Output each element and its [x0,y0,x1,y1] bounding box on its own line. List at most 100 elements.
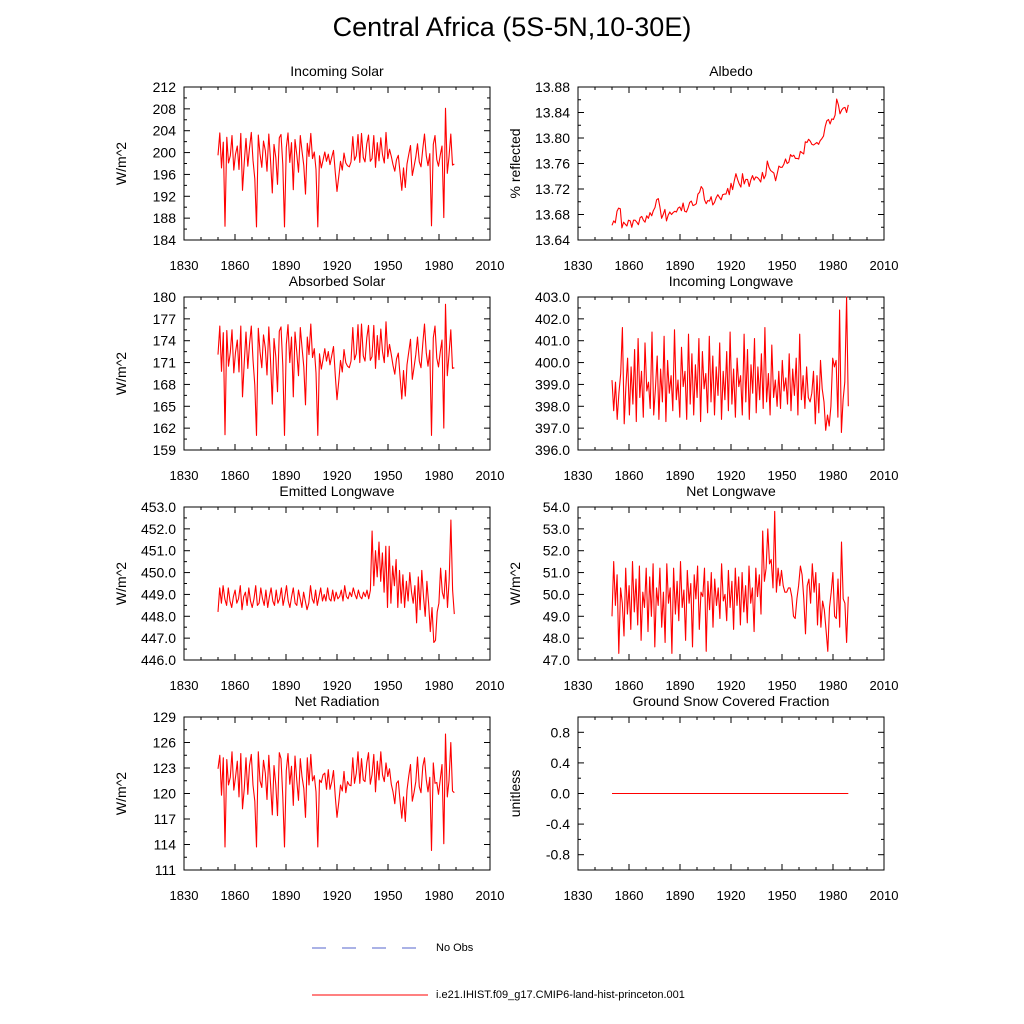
y-tick-label: 0.4 [551,755,571,771]
y-tick-label: 171 [153,355,177,371]
x-tick-label: 1950 [374,258,403,273]
y-tick-label: 453.0 [141,499,176,515]
y-tick-label: 208 [153,101,177,117]
y-tick-label: 123 [153,760,177,776]
y-tick-label: 447.0 [141,630,176,646]
y-tick-label: 111 [155,862,176,878]
chart-panel-1: Incoming Solar W/m^2 1830 1860 1890 1920 1950 1… [113,63,504,273]
panel-title: Emitted Longwave [279,483,394,499]
panel-title: Absorbed Solar [289,273,386,289]
x-tick-label: 1890 [272,888,301,903]
x-tick-label: 1890 [272,468,301,483]
x-tick-label: 1950 [374,678,403,693]
x-tick-label: 1830 [170,468,199,483]
y-tick-label: 196 [153,166,177,182]
y-tick-label: 47.0 [543,652,570,668]
y-tick-label: 53.0 [543,521,570,537]
x-tick-label: 2010 [476,468,505,483]
panel-title: Incoming Solar [290,63,384,79]
x-tick-label: 1860 [221,468,250,483]
x-tick-label: 1980 [819,678,848,693]
x-tick-label: 1920 [323,888,352,903]
x-tick-label: 1950 [768,258,797,273]
y-tick-label: 52.0 [543,543,570,559]
x-tick-label: 1980 [819,468,848,483]
x-tick-label: 1920 [323,678,352,693]
x-tick-label: 1890 [666,678,695,693]
y-tick-label: 192 [153,188,177,204]
x-tick-label: 1950 [768,888,797,903]
y-tick-label: 114 [154,837,177,853]
y-tick-label: -0.4 [546,816,570,832]
y-axis-label: W/m^2 [507,562,523,605]
y-tick-label: 162 [153,420,177,436]
x-tick-label: 2010 [476,888,505,903]
y-tick-label: 448.0 [141,608,176,624]
y-axis-label: W/m^2 [113,142,129,185]
x-tick-label: 1830 [564,468,593,483]
y-axis-label: W/m^2 [113,772,129,815]
y-tick-label: 48.0 [543,630,570,646]
x-tick-label: 1950 [374,468,403,483]
x-tick-label: 1860 [615,468,644,483]
y-tick-label: 13.68 [535,207,570,223]
y-tick-label: 159 [153,442,177,458]
y-tick-label: 174 [153,333,177,349]
x-tick-label: 1920 [717,468,746,483]
x-tick-label: 1920 [323,258,352,273]
panel-title: Albedo [709,63,753,79]
y-tick-label: 177 [153,311,177,327]
y-tick-label: 165 [153,398,177,414]
x-tick-label: 1980 [425,468,454,483]
y-tick-label: 13.80 [535,130,570,146]
x-tick-label: 1860 [221,258,250,273]
x-tick-label: 2010 [476,678,505,693]
panel-title: Incoming Longwave [669,273,794,289]
chart-panel-3: Absorbed Solar W/m^2 1830 1860 1890 1920 1950 1… [113,273,504,483]
x-tick-label: 1860 [615,888,644,903]
chart-panel-6: Net Longwave W/m^2 1830 1860 1890 1920 1950 198… [507,483,898,693]
y-tick-label: 13.88 [535,79,570,95]
panel-title: Net Radiation [295,693,380,709]
y-tick-label: 402.0 [535,311,570,327]
y-tick-label: 13.76 [535,156,570,172]
x-tick-label: 2010 [870,888,899,903]
x-tick-label: 1920 [717,258,746,273]
x-tick-label: 1830 [564,888,593,903]
x-tick-label: 1860 [221,678,250,693]
y-tick-label: -0.8 [546,847,570,863]
chart-panel-8: Ground Snow Covered Fraction unitless 1830… [507,693,898,903]
y-tick-label: 180 [153,289,177,305]
x-tick-label: 2010 [870,468,899,483]
x-tick-label: 1860 [615,678,644,693]
y-tick-label: 396.0 [535,442,570,458]
y-tick-label: 452.0 [141,521,176,537]
x-tick-label: 1950 [768,678,797,693]
y-tick-label: 13.64 [535,232,570,248]
x-tick-label: 1830 [170,888,199,903]
plot-frame [183,506,491,661]
x-tick-label: 1830 [564,258,593,273]
x-tick-label: 1980 [425,678,454,693]
x-tick-label: 1860 [615,258,644,273]
plot-frame [577,86,885,241]
series-line [611,98,849,229]
x-tick-label: 1890 [666,468,695,483]
x-tick-label: 1890 [272,678,301,693]
y-tick-label: 397.0 [535,420,570,436]
chart-panel-2: Albedo % reflected 1830 1860 1890 1920 1950 198… [507,63,898,273]
y-tick-label: 399.0 [535,376,570,392]
y-axis-label: W/m^2 [113,352,129,395]
x-tick-label: 1920 [717,678,746,693]
x-tick-label: 1950 [374,888,403,903]
series-line [217,733,455,852]
y-tick-label: 398.0 [535,398,570,414]
series-line [217,519,455,644]
x-tick-label: 1890 [272,258,301,273]
y-tick-label: 13.84 [535,105,570,121]
y-tick-label: 120 [153,786,177,802]
page-title: Central Africa (5S-5N,10-30E) [332,12,692,42]
x-tick-label: 1830 [170,678,199,693]
y-tick-label: 129 [153,709,177,725]
